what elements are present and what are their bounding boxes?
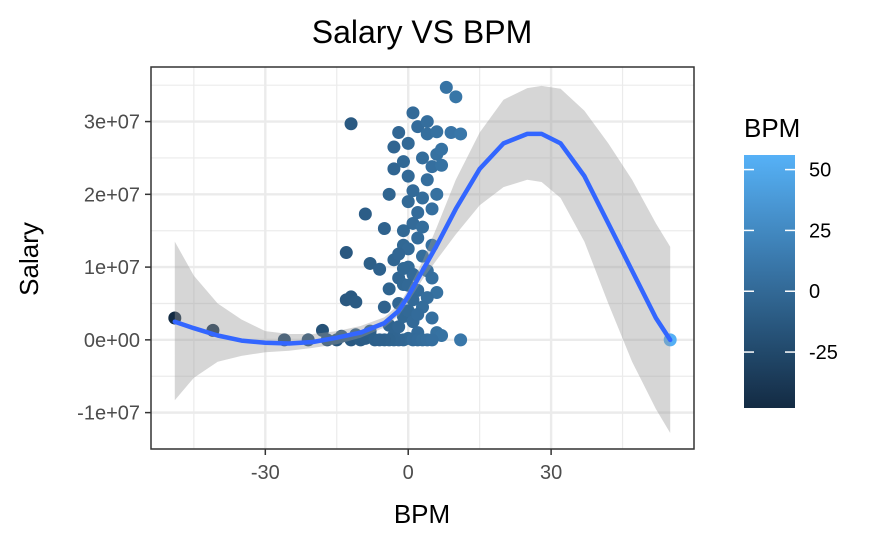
colorbar-tick-label: 25	[809, 220, 831, 242]
data-point	[435, 142, 449, 156]
data-point	[392, 247, 406, 261]
y-tick-label: 3e+07	[84, 112, 140, 134]
data-point	[382, 282, 396, 296]
data-point	[416, 191, 429, 205]
data-point	[425, 333, 439, 347]
data-point	[416, 249, 429, 263]
plot-panel: -30 0 30 -1e+07 0e+00 1e+07 2e+07 3e+07	[77, 66, 695, 484]
data-point	[401, 242, 415, 256]
color-legend: BPM -25 0 25 50	[744, 113, 838, 408]
data-point	[401, 136, 415, 150]
data-point	[377, 300, 391, 314]
data-point	[425, 311, 439, 325]
x-tick-label: 30	[540, 462, 562, 484]
data-point	[349, 295, 363, 309]
data-point	[396, 262, 410, 276]
data-point	[449, 90, 463, 104]
data-point	[411, 307, 425, 321]
data-point	[420, 173, 434, 187]
data-point	[382, 187, 396, 201]
data-point	[444, 125, 458, 139]
y-axis-title: Salary	[14, 222, 44, 296]
y-tick-label: 2e+07	[84, 184, 140, 206]
y-tick-label: 0e+00	[84, 330, 140, 352]
data-point	[430, 286, 444, 300]
smooth-line	[172, 131, 673, 346]
data-point	[430, 125, 444, 139]
data-point	[392, 125, 406, 139]
panel-border	[150, 66, 695, 450]
data-point	[373, 262, 387, 276]
data-point	[406, 184, 420, 198]
x-axis-title: BPM	[394, 499, 450, 529]
x-tick-label: 0	[403, 462, 414, 484]
data-point	[420, 115, 434, 129]
data-point	[435, 158, 449, 172]
data-point	[454, 333, 468, 347]
data-point	[454, 127, 468, 141]
colorbar-tick-label: 0	[809, 281, 820, 303]
data-point	[377, 222, 391, 236]
data-point	[439, 80, 453, 94]
data-point	[358, 207, 372, 221]
legend-title: BPM	[744, 113, 800, 143]
data-point	[425, 160, 439, 174]
data-point	[363, 256, 377, 270]
y-tick-label: 1e+07	[84, 257, 140, 279]
data-point	[387, 140, 401, 154]
data-point	[396, 224, 410, 238]
colorbar-tick-label: 50	[809, 160, 831, 182]
data-point	[411, 206, 425, 220]
colorbar-tick-label: -25	[809, 342, 838, 364]
data-point	[416, 151, 429, 165]
plot-data-layer	[168, 80, 677, 434]
data-point	[430, 187, 444, 201]
data-point	[392, 320, 406, 334]
data-point	[401, 195, 415, 209]
data-point	[401, 169, 415, 183]
data-point	[344, 117, 358, 131]
y-tick-label: -1e+07	[77, 403, 140, 425]
data-point	[396, 155, 410, 169]
data-point	[406, 106, 420, 120]
data-point	[411, 231, 425, 245]
x-tick-label: -30	[251, 462, 280, 484]
data-point	[425, 202, 439, 216]
data-point	[416, 220, 429, 234]
data-point	[339, 246, 353, 260]
confidence-ribbon	[174, 85, 671, 434]
data-point	[387, 162, 401, 176]
chart-title: Salary VS BPM	[312, 14, 533, 50]
data-point	[411, 120, 425, 134]
data-point	[373, 333, 387, 347]
colorbar	[744, 155, 795, 408]
